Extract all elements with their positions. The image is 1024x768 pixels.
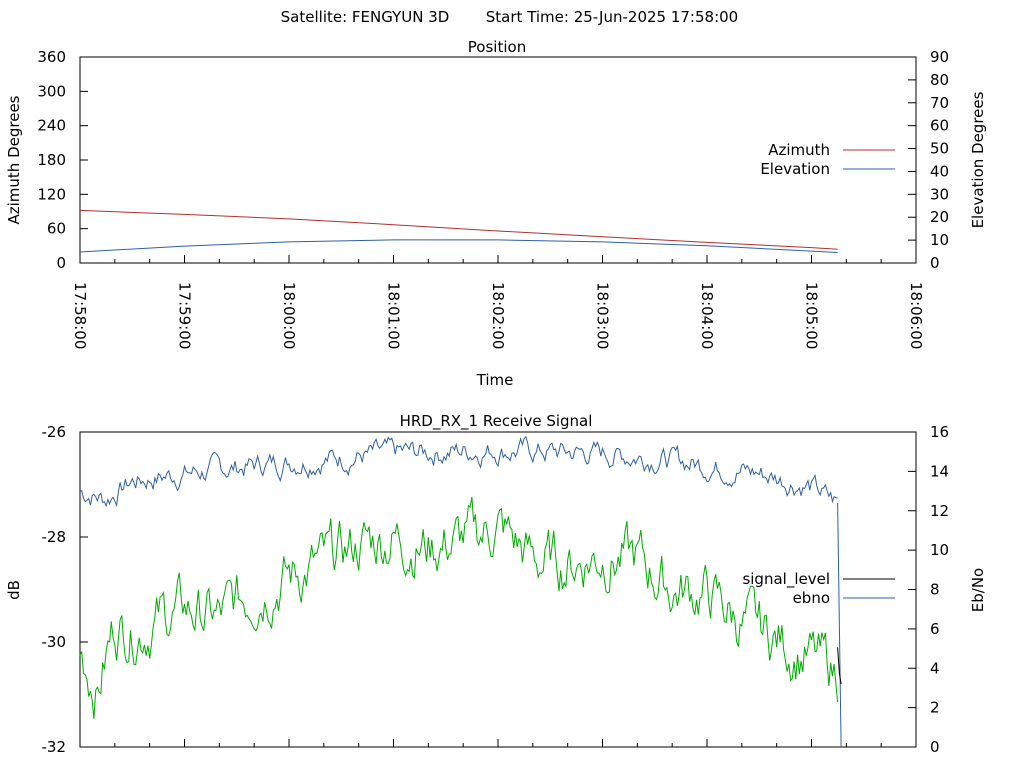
time-tick-label: 18:06:00 bbox=[907, 282, 925, 349]
position-x-axis-label: Time bbox=[476, 371, 514, 389]
azimuth-tick-label: 60 bbox=[47, 220, 66, 238]
time-tick-label: 17:59:00 bbox=[176, 282, 194, 349]
db-tick-label: -32 bbox=[42, 738, 67, 756]
series-ebno-drop bbox=[837, 502, 842, 748]
ebno-tick-label: 16 bbox=[930, 423, 949, 441]
time-tick-label: 18:02:00 bbox=[489, 282, 507, 349]
elevation-tick-label: 90 bbox=[930, 48, 949, 66]
elevation-axis-label: Elevation Degrees bbox=[969, 91, 987, 228]
receive-signal-title: HRD_RX_1 Receive Signal bbox=[400, 412, 593, 431]
position-title: Position bbox=[468, 38, 526, 56]
ebno-tick-label: 6 bbox=[930, 620, 940, 638]
elevation-tick-label: 20 bbox=[930, 208, 949, 226]
azimuth-tick-label: 0 bbox=[56, 254, 66, 272]
time-tick-label: 18:05:00 bbox=[803, 282, 821, 349]
series-azimuth bbox=[79, 209, 838, 250]
elevation-tick-label: 70 bbox=[930, 94, 949, 112]
azimuth-tick-label: 360 bbox=[37, 48, 66, 66]
time-tick-label: 17:58:00 bbox=[71, 282, 89, 349]
ebno-tick-label: 2 bbox=[930, 699, 940, 717]
series-signal-level bbox=[837, 647, 842, 685]
ebno-tick-label: 12 bbox=[930, 502, 949, 520]
azimuth-axis-label: Azimuth Degrees bbox=[5, 95, 23, 224]
azimuth-tick-label: 300 bbox=[37, 82, 66, 100]
series-ebno bbox=[79, 436, 838, 508]
time-tick-label: 18:03:00 bbox=[594, 282, 612, 349]
ebno-axis-label: Eb/No bbox=[969, 568, 987, 612]
elevation-tick-label: 60 bbox=[930, 117, 949, 135]
db-tick-label: -28 bbox=[42, 528, 67, 546]
series-elevation bbox=[79, 239, 838, 253]
ebno-tick-label: 14 bbox=[930, 462, 949, 480]
elevation-tick-label: 10 bbox=[930, 231, 949, 249]
time-tick-label: 18:00:00 bbox=[280, 282, 298, 349]
position-chart: Position Time Azimuth Degrees Elevation … bbox=[5, 38, 987, 389]
ebno-tick-label: 0 bbox=[930, 738, 940, 756]
azimuth-tick-label: 120 bbox=[37, 185, 66, 203]
receive-signal-chart: HRD_RX_1 Receive Signal dB Eb/No -32 -30 -… bbox=[5, 412, 987, 756]
time-tick-label: 18:01:00 bbox=[385, 282, 403, 349]
elevation-tick-label: 30 bbox=[930, 185, 949, 203]
db-tick-label: -26 bbox=[42, 423, 67, 441]
azimuth-tick-label: 240 bbox=[37, 117, 66, 135]
db-axis-label: dB bbox=[5, 580, 23, 600]
elevation-tick-label: 50 bbox=[930, 140, 949, 158]
ebno-tick-label: 8 bbox=[930, 581, 940, 599]
start-time-label: Start Time: 25-Jun-2025 17:58:00 bbox=[486, 8, 738, 26]
ebno-tick-label: 10 bbox=[930, 541, 949, 559]
ebno-tick-label: 4 bbox=[930, 659, 940, 677]
legend-ebno-label: ebno bbox=[793, 589, 830, 607]
elevation-tick-label: 80 bbox=[930, 71, 949, 89]
elevation-tick-label: 40 bbox=[930, 162, 949, 180]
elevation-tick-label: 0 bbox=[930, 254, 940, 272]
legend-elevation-label: Elevation bbox=[760, 160, 830, 178]
db-tick-label: -30 bbox=[42, 633, 67, 651]
series-green-trace bbox=[79, 496, 839, 719]
legend-azimuth-label: Azimuth bbox=[768, 141, 830, 159]
satellite-label: Satellite: FENGYUN 3D bbox=[281, 8, 450, 26]
time-tick-label: 18:04:00 bbox=[698, 282, 716, 349]
legend-signal-level-label: signal_level bbox=[742, 570, 830, 589]
azimuth-tick-label: 180 bbox=[37, 151, 66, 169]
